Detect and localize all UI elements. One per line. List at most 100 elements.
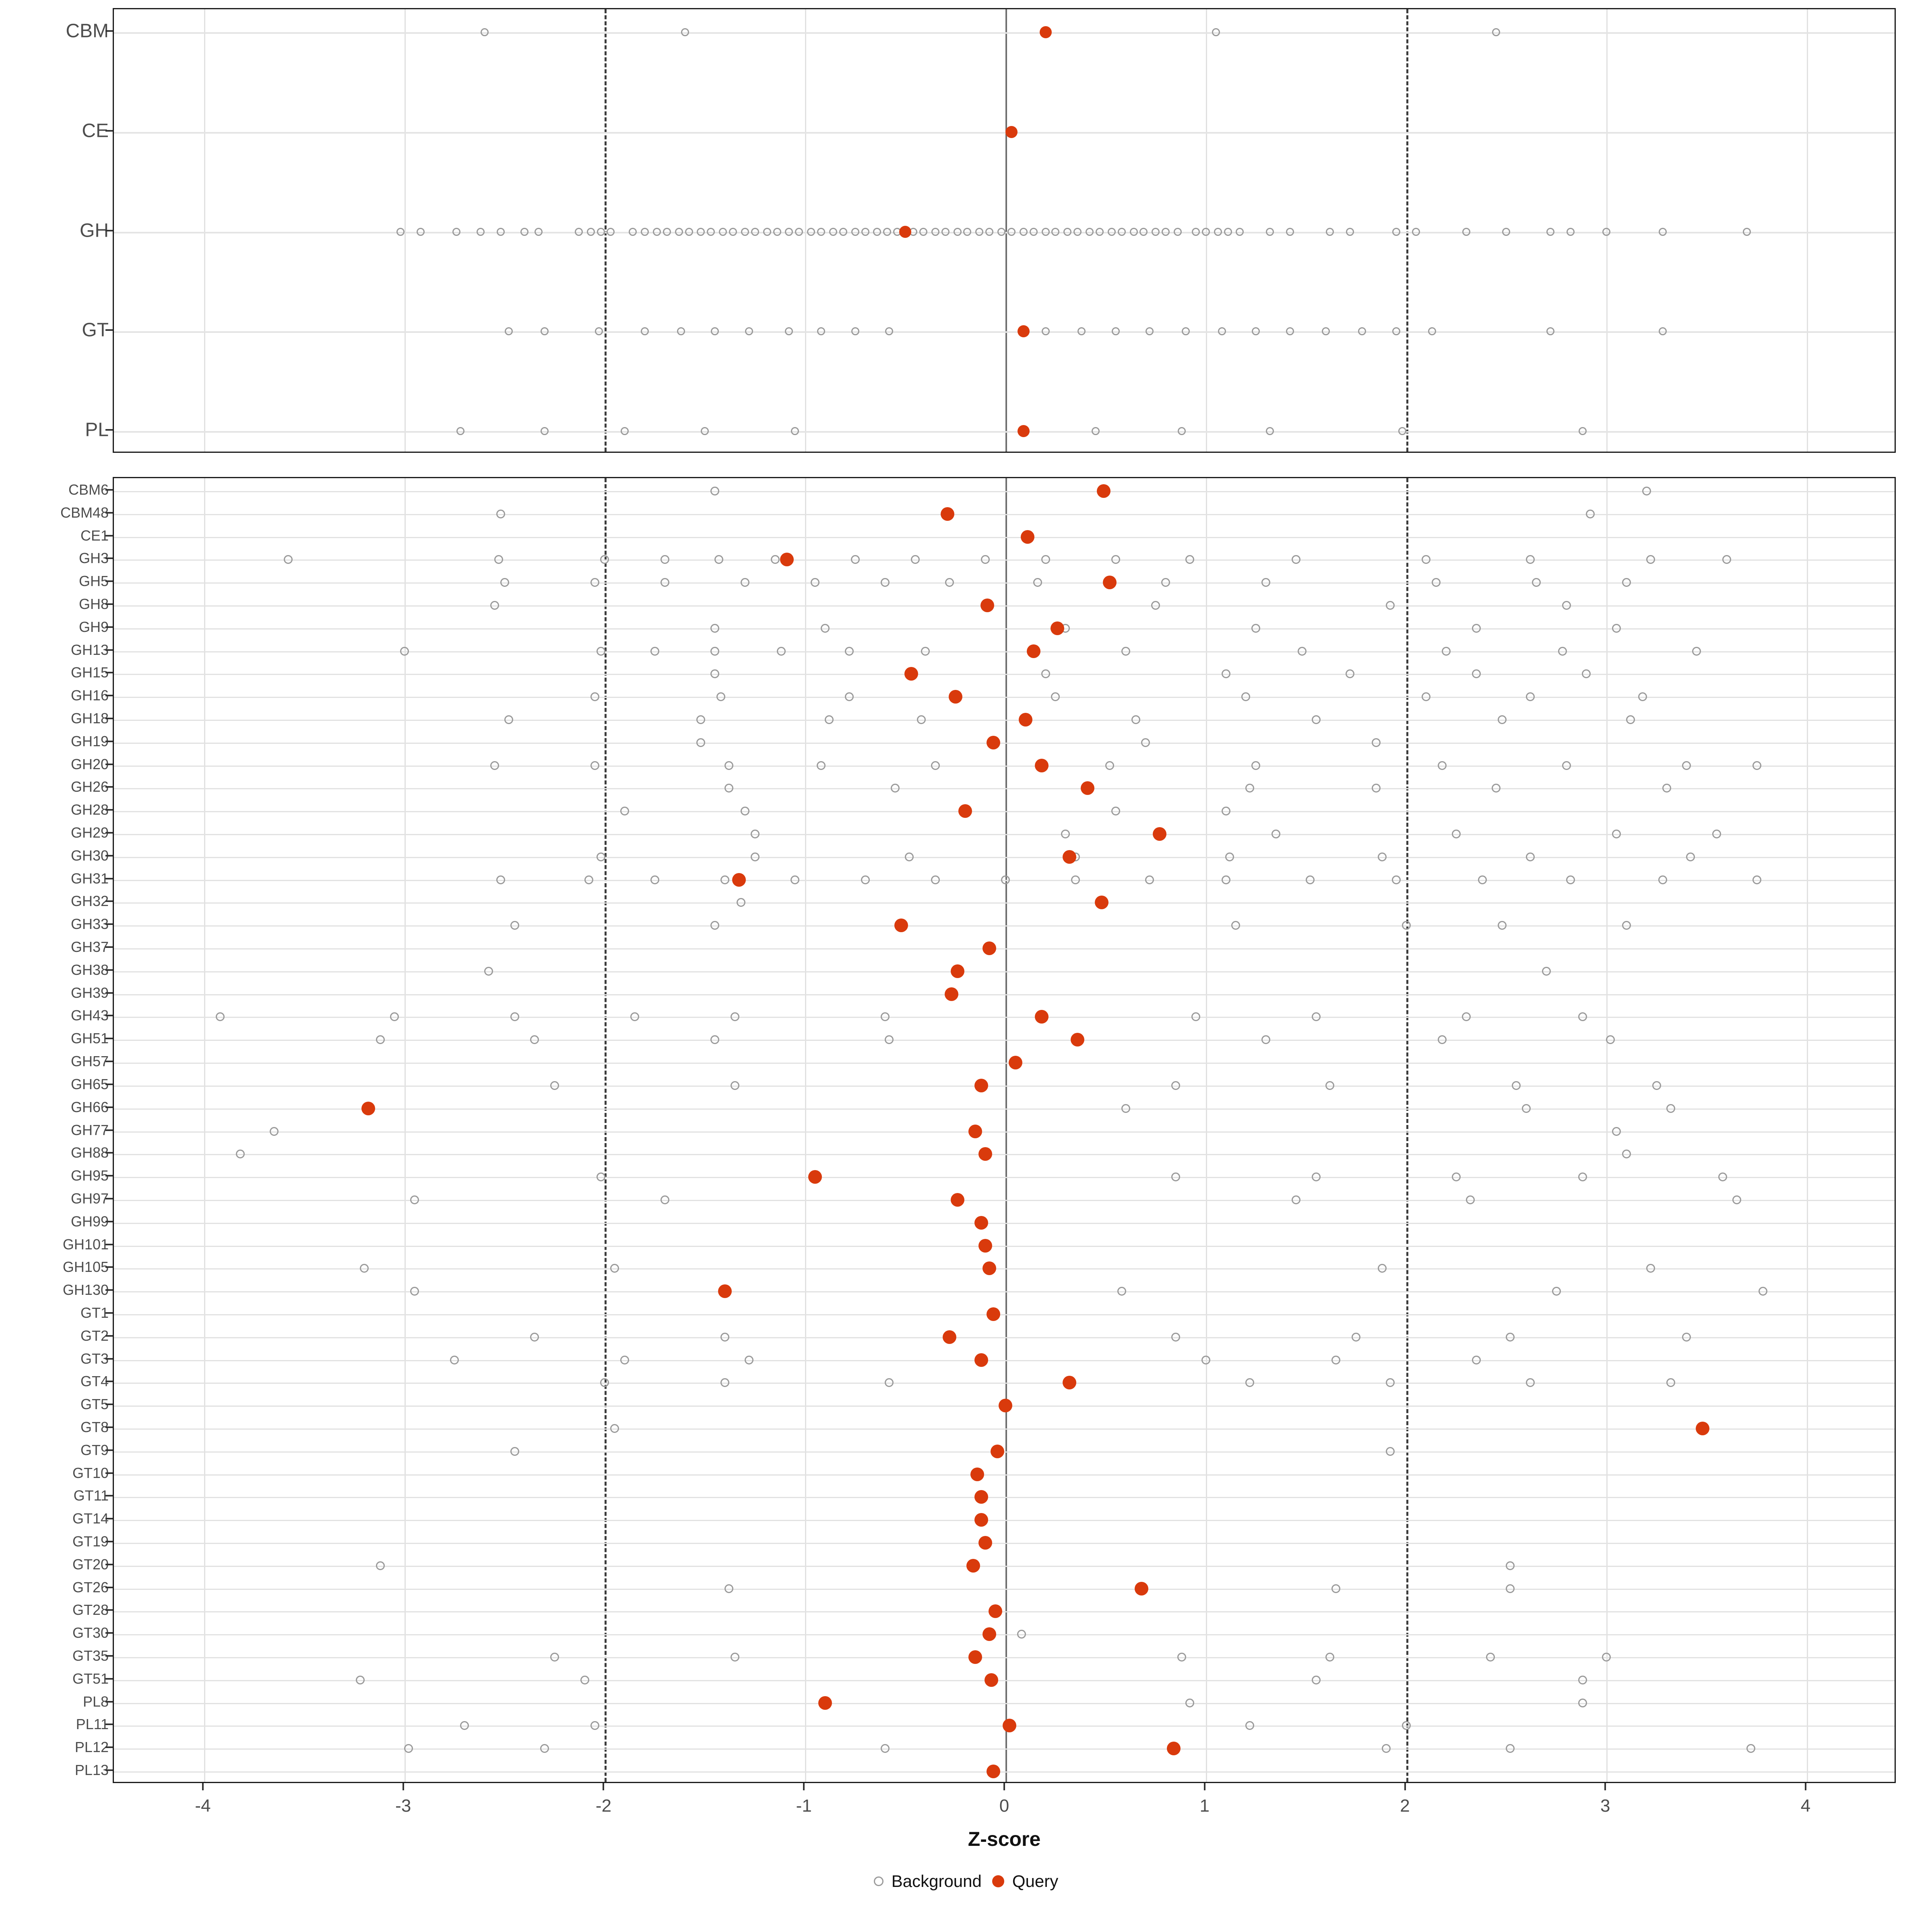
query-point[interactable] xyxy=(1696,1421,1710,1435)
query-point[interactable] xyxy=(966,1558,980,1573)
background-point[interactable] xyxy=(1412,227,1420,236)
background-point[interactable] xyxy=(1371,784,1381,793)
background-point[interactable] xyxy=(981,555,990,564)
query-point[interactable] xyxy=(974,1216,989,1230)
background-point[interactable] xyxy=(931,227,939,236)
query-point[interactable] xyxy=(1020,530,1034,544)
background-point[interactable] xyxy=(1212,28,1220,36)
background-point[interactable] xyxy=(1506,1744,1515,1753)
background-point[interactable] xyxy=(1111,555,1120,564)
background-point[interactable] xyxy=(710,669,720,679)
background-point[interactable] xyxy=(1077,327,1086,336)
background-point[interactable] xyxy=(1385,1378,1395,1387)
background-point[interactable] xyxy=(500,578,509,587)
background-point[interactable] xyxy=(1185,555,1194,564)
background-point[interactable] xyxy=(851,327,859,336)
background-point[interactable] xyxy=(1221,807,1230,816)
background-point[interactable] xyxy=(1145,875,1154,884)
background-point[interactable] xyxy=(1462,227,1470,236)
query-point[interactable] xyxy=(1008,1056,1022,1070)
background-point[interactable] xyxy=(504,327,513,336)
background-point[interactable] xyxy=(844,692,854,702)
background-point[interactable] xyxy=(596,1172,605,1182)
background-point[interactable] xyxy=(416,227,425,236)
background-point[interactable] xyxy=(1652,1081,1661,1090)
background-point[interactable] xyxy=(729,227,737,236)
background-point[interactable] xyxy=(490,761,499,770)
background-point[interactable] xyxy=(1091,427,1100,435)
background-point[interactable] xyxy=(731,1652,740,1662)
background-point[interactable] xyxy=(1236,227,1244,236)
background-point[interactable] xyxy=(652,227,661,236)
query-point[interactable] xyxy=(818,1696,832,1710)
background-point[interactable] xyxy=(881,578,890,587)
background-point[interactable] xyxy=(1758,1287,1767,1296)
background-point[interactable] xyxy=(1245,1721,1255,1730)
background-point[interactable] xyxy=(829,227,837,236)
background-point[interactable] xyxy=(1612,830,1621,839)
background-point[interactable] xyxy=(1019,227,1028,236)
background-point[interactable] xyxy=(1602,1652,1611,1662)
background-point[interactable] xyxy=(885,1035,894,1044)
background-point[interactable] xyxy=(1051,227,1060,236)
background-point[interactable] xyxy=(1498,715,1507,724)
background-point[interactable] xyxy=(1506,1584,1515,1593)
background-point[interactable] xyxy=(1041,327,1050,336)
background-point[interactable] xyxy=(675,227,683,236)
background-point[interactable] xyxy=(1152,227,1160,236)
background-point[interactable] xyxy=(1377,852,1387,861)
background-point[interactable] xyxy=(1602,227,1611,236)
background-point[interactable] xyxy=(476,227,485,236)
background-point[interactable] xyxy=(1492,28,1501,36)
background-point[interactable] xyxy=(663,227,671,236)
background-point[interactable] xyxy=(1752,761,1761,770)
background-point[interactable] xyxy=(701,427,709,435)
background-point[interactable] xyxy=(1191,1012,1200,1022)
background-point[interactable] xyxy=(660,1195,669,1204)
background-point[interactable] xyxy=(1692,646,1701,656)
background-point[interactable] xyxy=(1422,555,1431,564)
background-point[interactable] xyxy=(596,646,605,656)
background-point[interactable] xyxy=(1174,227,1182,236)
query-point[interactable] xyxy=(980,599,995,613)
background-point[interactable] xyxy=(773,227,781,236)
background-point[interactable] xyxy=(1392,327,1400,336)
background-point[interactable] xyxy=(1286,227,1294,236)
background-point[interactable] xyxy=(891,784,900,793)
background-point[interactable] xyxy=(607,227,615,236)
background-point[interactable] xyxy=(540,1744,549,1753)
background-point[interactable] xyxy=(817,327,826,336)
background-point[interactable] xyxy=(580,1675,589,1684)
query-point[interactable] xyxy=(978,1536,993,1550)
query-point[interactable] xyxy=(732,873,746,887)
background-point[interactable] xyxy=(851,227,859,236)
background-point[interactable] xyxy=(736,898,745,907)
query-point[interactable] xyxy=(718,1284,732,1298)
background-point[interactable] xyxy=(1029,227,1038,236)
background-point[interactable] xyxy=(1612,623,1621,633)
background-point[interactable] xyxy=(1578,1012,1587,1022)
background-point[interactable] xyxy=(460,1721,469,1730)
background-point[interactable] xyxy=(1331,1355,1341,1364)
background-point[interactable] xyxy=(1472,623,1481,633)
background-point[interactable] xyxy=(1582,669,1591,679)
background-point[interactable] xyxy=(861,875,870,884)
query-point[interactable] xyxy=(894,919,908,933)
background-point[interactable] xyxy=(931,875,940,884)
background-point[interactable] xyxy=(1185,1698,1194,1707)
background-point[interactable] xyxy=(530,1332,539,1342)
query-point[interactable] xyxy=(948,690,962,704)
query-point[interactable] xyxy=(1026,644,1040,658)
background-point[interactable] xyxy=(885,1378,894,1387)
background-point[interactable] xyxy=(1451,1172,1461,1182)
background-point[interactable] xyxy=(997,227,1006,236)
background-point[interactable] xyxy=(716,692,726,702)
background-point[interactable] xyxy=(1586,509,1595,518)
background-point[interactable] xyxy=(1177,1652,1187,1662)
background-point[interactable] xyxy=(1377,1264,1387,1273)
background-point[interactable] xyxy=(1682,761,1691,770)
background-point[interactable] xyxy=(1297,646,1307,656)
background-point[interactable] xyxy=(1131,715,1140,724)
background-point[interactable] xyxy=(1305,875,1315,884)
background-point[interactable] xyxy=(1251,623,1261,633)
